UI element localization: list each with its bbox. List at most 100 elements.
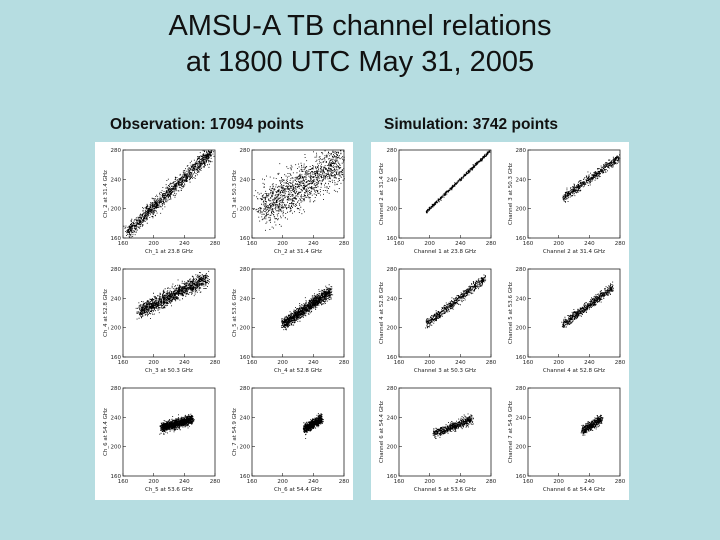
x-tick-label: 280 bbox=[210, 479, 221, 485]
scatter-points bbox=[425, 150, 491, 214]
slide-title-line-2: at 1800 UTC May 31, 2005 bbox=[185, 46, 535, 78]
y-tick-label: 280 bbox=[516, 386, 527, 392]
observation-panel: 160 200 240 280 160 200 240 280 Ch_1 at 23.8 GHz… bbox=[95, 142, 353, 500]
x-tick-label: 240 bbox=[584, 360, 595, 366]
scatter-points bbox=[123, 150, 215, 239]
y-tick-label: 160 bbox=[240, 474, 251, 480]
plot-frame bbox=[527, 149, 621, 239]
y-tick-label: 160 bbox=[240, 355, 251, 361]
x-axis-label: Ch_6 at 54.4 GHz bbox=[274, 487, 322, 493]
x-tick-label: 160 bbox=[247, 360, 258, 366]
y-tick-label: 240 bbox=[387, 177, 398, 183]
x-axis-label: Ch_2 at 31.4 GHz bbox=[274, 249, 322, 255]
x-tick-label: 280 bbox=[339, 479, 350, 485]
y-tick-label: 240 bbox=[516, 415, 527, 421]
x-tick-label: 280 bbox=[339, 241, 350, 247]
y-tick-label: 160 bbox=[516, 474, 527, 480]
scatter-point-cloud bbox=[281, 284, 334, 331]
x-axis-label: Channel 6 at 54.4 GHz bbox=[543, 487, 605, 493]
x-tick-label: 160 bbox=[523, 241, 534, 247]
x-tick-label: 240 bbox=[584, 241, 595, 247]
y-tick-label: 280 bbox=[387, 267, 398, 273]
x-tick-label: 240 bbox=[308, 479, 319, 485]
x-tick-label: 240 bbox=[308, 241, 319, 247]
plot-frame bbox=[251, 387, 345, 477]
observation-scatter-plot-4: 160 200 240 280 160 200 240 280 Ch_5 at 53.6 GHz… bbox=[103, 386, 221, 493]
y-axis-label: Channel 5 at 53.6 GHz bbox=[508, 282, 514, 344]
y-tick-label: 280 bbox=[111, 148, 122, 154]
y-tick-label: 240 bbox=[387, 296, 398, 302]
x-tick-label: 240 bbox=[455, 360, 466, 366]
plot-frame bbox=[122, 387, 216, 477]
x-tick-label: 240 bbox=[308, 360, 319, 366]
y-tick-label: 160 bbox=[387, 355, 398, 361]
plot-frame bbox=[398, 268, 492, 358]
plot-frame bbox=[122, 149, 216, 239]
x-axis-label: Channel 1 at 23.8 GHz bbox=[414, 249, 476, 255]
x-tick-label: 200 bbox=[277, 479, 288, 485]
y-tick-label: 280 bbox=[240, 148, 251, 154]
x-tick-label: 280 bbox=[615, 241, 626, 247]
x-tick-label: 200 bbox=[277, 360, 288, 366]
observation-scatter-plot-3: 160 200 240 280 160 200 240 280 Ch_4 at 52.8 GHz… bbox=[232, 267, 350, 374]
simulation-scatter-plot-8: 160 200 240 280 160 200 240 280 Channel 3 at 50.… bbox=[379, 267, 497, 374]
y-axis-label: Ch_4 at 52.8 GHz bbox=[103, 289, 109, 337]
y-axis-label: Ch_5 at 53.6 GHz bbox=[232, 289, 238, 337]
x-tick-label: 200 bbox=[424, 241, 435, 247]
x-tick-label: 160 bbox=[247, 479, 258, 485]
x-axis-label: Ch_5 at 53.6 GHz bbox=[145, 487, 193, 493]
observation-scatter-plot-5: 160 200 240 280 160 200 240 280 Ch_6 at 54.4 GHz… bbox=[232, 386, 350, 493]
y-tick-label: 200 bbox=[516, 445, 527, 451]
plot-frame bbox=[251, 268, 345, 358]
scatter-points bbox=[302, 413, 324, 439]
scatter-point-cloud bbox=[562, 154, 621, 203]
simulation-scatter-plot-9: 160 200 240 280 160 200 240 280 Channel 4 at 52.… bbox=[508, 267, 626, 374]
y-tick-label: 280 bbox=[111, 267, 122, 273]
x-tick-label: 280 bbox=[486, 479, 497, 485]
simulation-scatter-grid: 160 200 240 280 160 200 240 280 Channel 1 at 23.… bbox=[379, 148, 626, 493]
x-tick-label: 200 bbox=[553, 360, 564, 366]
y-axis-label: Channel 6 at 54.4 GHz bbox=[379, 401, 385, 463]
x-axis-label: Ch_4 at 52.8 GHz bbox=[274, 368, 322, 374]
x-axis-label: Channel 2 at 31.4 GHz bbox=[543, 249, 605, 255]
x-tick-label: 200 bbox=[553, 241, 564, 247]
x-tick-label: 240 bbox=[179, 241, 190, 247]
y-tick-label: 240 bbox=[387, 415, 398, 421]
x-tick-label: 280 bbox=[615, 479, 626, 485]
scatter-point-cloud bbox=[425, 274, 487, 329]
y-tick-label: 200 bbox=[111, 207, 122, 213]
x-tick-label: 160 bbox=[118, 241, 129, 247]
x-axis-label: Ch_1 at 23.8 GHz bbox=[145, 249, 193, 255]
scatter-point-cloud bbox=[135, 270, 210, 320]
y-tick-label: 240 bbox=[240, 177, 251, 183]
y-tick-label: 240 bbox=[111, 415, 122, 421]
scatter-points bbox=[432, 413, 474, 439]
y-tick-label: 280 bbox=[516, 267, 527, 273]
observation-scatter-grid: 160 200 240 280 160 200 240 280 Ch_1 at 23.8 GHz… bbox=[103, 148, 350, 493]
simulation-panel: 160 200 240 280 160 200 240 280 Channel 1 at 23.… bbox=[371, 142, 629, 500]
simulation-label: Simulation: 3742 points bbox=[384, 116, 558, 133]
scatter-points bbox=[561, 281, 614, 328]
y-tick-label: 200 bbox=[240, 207, 251, 213]
x-tick-label: 160 bbox=[394, 479, 405, 485]
x-axis-label: Ch_3 at 50.3 GHz bbox=[145, 368, 193, 374]
x-tick-label: 160 bbox=[394, 241, 405, 247]
plot-frame bbox=[527, 268, 621, 358]
x-tick-label: 160 bbox=[523, 360, 534, 366]
y-tick-label: 200 bbox=[240, 326, 251, 332]
y-tick-label: 160 bbox=[387, 236, 398, 242]
x-tick-label: 240 bbox=[179, 479, 190, 485]
y-axis-label: Ch_3 at 50.3 GHz bbox=[232, 170, 238, 218]
plot-frame bbox=[398, 387, 492, 477]
x-tick-label: 200 bbox=[148, 479, 159, 485]
y-axis-label: Channel 4 at 52.8 GHz bbox=[379, 282, 385, 344]
y-axis-label: Channel 2 at 31.4 GHz bbox=[379, 163, 385, 225]
y-axis-label: Channel 3 at 50.3 GHz bbox=[508, 163, 514, 225]
x-tick-label: 240 bbox=[455, 241, 466, 247]
x-tick-label: 280 bbox=[210, 241, 221, 247]
y-tick-label: 280 bbox=[240, 267, 251, 273]
observation-scatter-plot-1: 160 200 240 280 160 200 240 280 Ch_2 at 31.4 GHz… bbox=[232, 148, 350, 255]
y-tick-label: 160 bbox=[111, 474, 122, 480]
y-tick-label: 200 bbox=[387, 207, 398, 213]
plot-frame bbox=[527, 387, 621, 477]
